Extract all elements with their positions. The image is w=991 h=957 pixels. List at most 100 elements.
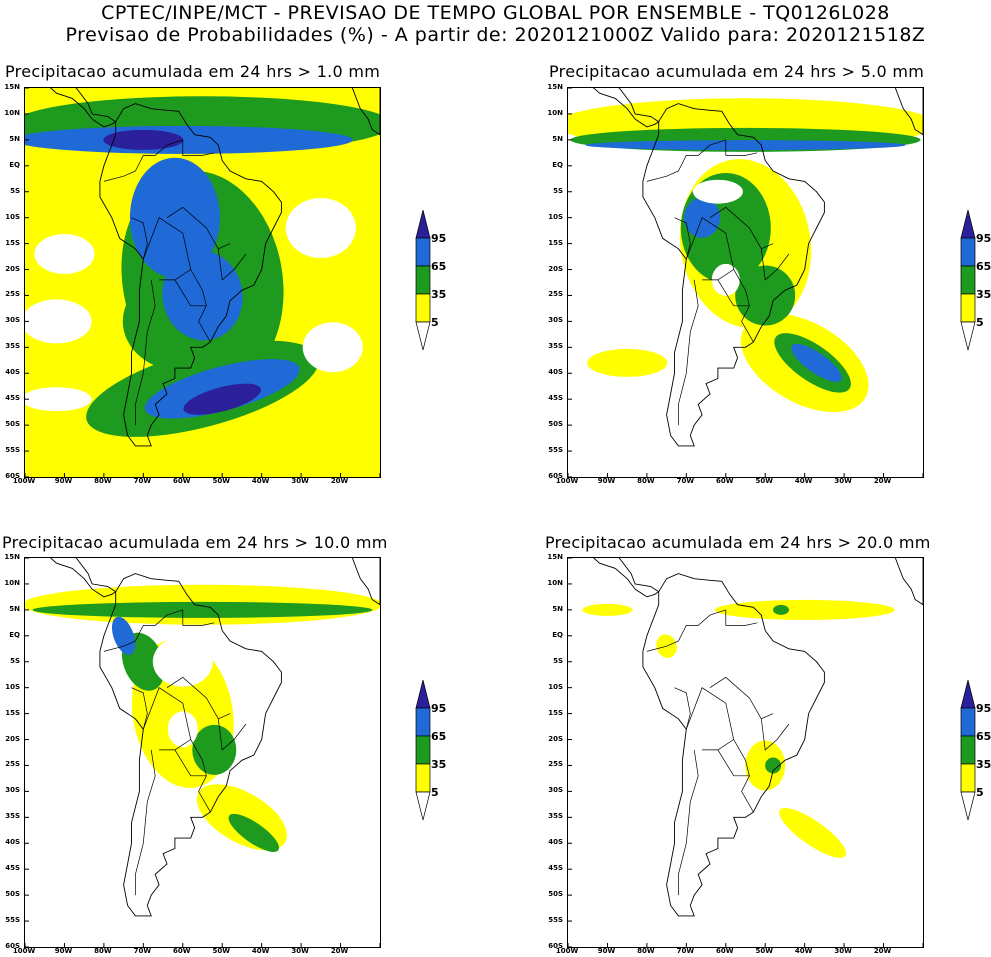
country-border (103, 609, 183, 652)
lon-tick-label: 30W (291, 947, 309, 955)
lat-tick-label: 10N (4, 108, 20, 117)
legend-label: 5 (431, 786, 439, 799)
south-america-outline (99, 573, 282, 917)
lat-tick-label: 55S (5, 446, 20, 455)
lat-tick-label: 45S (5, 864, 20, 873)
lon-tick-label: 60W (716, 477, 734, 485)
legend-label: 35 (431, 288, 447, 301)
lon-tick-label: 30W (291, 477, 309, 485)
lat-tick-label: 15N (547, 83, 563, 91)
country-border (678, 749, 699, 896)
lat-tick-label: 10N (547, 108, 563, 117)
lon-tick-label: 20W (330, 947, 349, 955)
legend-label: 65 (976, 260, 991, 273)
lat-tick-label: 15N (4, 83, 20, 91)
lon-tick-label: 80W (94, 477, 112, 485)
legend-label: 35 (976, 288, 991, 301)
lon-tick-label: 50W (755, 477, 773, 485)
probability-map (567, 557, 924, 948)
lat-tick-label: 5S (553, 656, 563, 665)
lon-tick-label: 80W (94, 947, 112, 955)
color-legend: 95 65 35 5 (415, 210, 475, 360)
lat-tick-label: 35S (548, 812, 563, 821)
lat-tick-label: EQ (552, 160, 563, 169)
lon-tick-label: 90W (54, 947, 73, 955)
legend-bar (415, 680, 431, 821)
map-svg (25, 558, 380, 947)
lat-tick-label: 5S (553, 186, 563, 195)
legend-label: 5 (976, 316, 984, 329)
lon-tick-label: 40W (251, 477, 270, 485)
lat-tick-label: 20S (5, 734, 20, 743)
lat-tick-label: 20S (548, 264, 563, 273)
lon-tick-label: 50W (755, 947, 773, 955)
lat-tick-label: 60S (548, 942, 563, 950)
country-border (131, 687, 148, 730)
legend-label: 95 (431, 232, 447, 245)
legend-bar (960, 210, 976, 351)
country-border (217, 718, 247, 751)
country-border (678, 279, 699, 426)
country-border (217, 248, 247, 281)
lat-tick-label: 5N (552, 134, 563, 143)
central-america-outline (592, 558, 660, 598)
map-svg (568, 88, 923, 477)
lat-tick-label: 40S (548, 838, 563, 847)
panel-title: Precipitacao acumulada em 24 hrs > 20.0 … (545, 533, 931, 552)
legend-label: 65 (431, 260, 447, 273)
lat-tick-label: 55S (5, 916, 20, 925)
lon-tick-label: 60W (173, 947, 191, 955)
country-border (646, 139, 726, 182)
lat-tick-label: 15N (4, 553, 20, 561)
lon-tick-label: 80W (637, 947, 655, 955)
legend-label: 95 (976, 702, 991, 715)
central-america-outline (49, 558, 117, 598)
lon-tick-label: 60W (716, 947, 734, 955)
africa-outline (351, 558, 380, 606)
lon-tick-label: 60W (173, 477, 191, 485)
country-border (142, 217, 192, 281)
lat-tick-label: 25S (548, 290, 563, 299)
lon-tick-label: 50W (212, 947, 230, 955)
country-border (103, 139, 183, 182)
lat-tick-label: 50S (548, 420, 563, 429)
lat-tick-label: 10S (548, 212, 563, 221)
lon-tick-label: 100W (12, 477, 36, 485)
south-america-outline (642, 573, 825, 917)
country-border (131, 217, 148, 260)
africa-outline (894, 558, 923, 606)
lat-tick-label: EQ (9, 630, 20, 639)
lon-tick-label: 20W (873, 477, 892, 485)
lat-tick-label: 45S (548, 394, 563, 403)
country-border (135, 279, 156, 426)
lat-tick-label: 15N (547, 553, 563, 561)
lon-tick-label: 30W (834, 477, 852, 485)
legend-label: 35 (431, 758, 447, 771)
lon-tick-label: 90W (597, 947, 616, 955)
lon-tick-label: 40W (251, 947, 270, 955)
panel-title: Precipitacao acumulada em 24 hrs > 5.0 m… (549, 62, 925, 81)
lat-tick-label: 10S (5, 212, 20, 221)
lat-tick-label: 60S (548, 472, 563, 480)
lat-tick-label: 55S (548, 446, 563, 455)
lat-tick-label: 40S (5, 838, 20, 847)
country-border (717, 269, 750, 307)
legend-label: 65 (976, 730, 991, 743)
probability-map (24, 557, 381, 948)
lon-tick-label: 70W (676, 477, 695, 485)
lon-tick-label: 70W (676, 947, 695, 955)
lat-tick-label: EQ (552, 630, 563, 639)
lat-tick-label: 15S (5, 708, 20, 717)
lon-tick-label: 90W (597, 477, 616, 485)
map-svg (568, 558, 923, 947)
country-border (741, 775, 754, 813)
lat-tick-label: 15S (548, 238, 563, 247)
country-border (760, 248, 790, 281)
country-border (674, 217, 691, 260)
lat-tick-label: 50S (5, 420, 20, 429)
lat-tick-label: 10N (4, 578, 20, 587)
country-border (725, 139, 758, 156)
page-title-line1: CPTEC/INPE/MCT - PREVISAO DE TEMPO GLOBA… (101, 2, 890, 24)
lat-tick-label: 10S (5, 682, 20, 691)
country-border (166, 206, 231, 250)
